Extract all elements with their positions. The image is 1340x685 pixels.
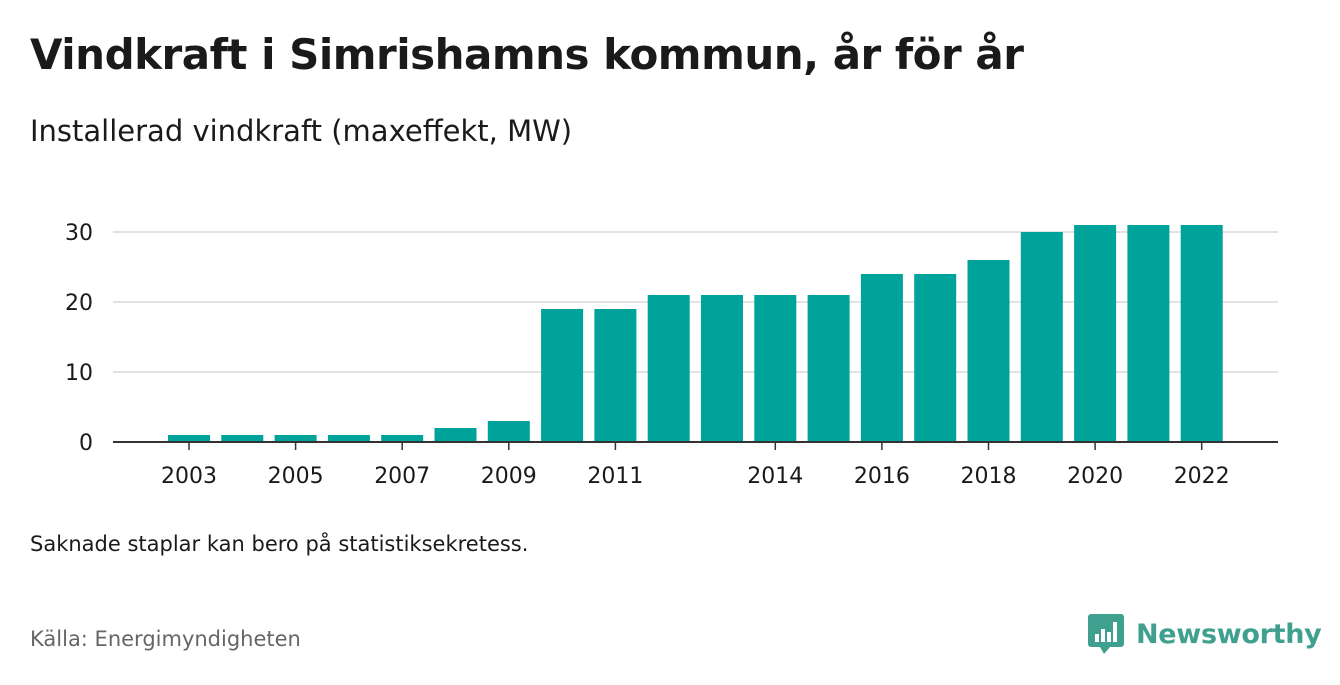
bar-2017 <box>914 274 957 442</box>
bar-chart: 0 10 20 30 2003 2005 2007 2009 2011 2014 2016 2018… <box>65 221 1278 489</box>
bar-2016 <box>860 274 903 442</box>
x-tick-label: 2005 <box>268 464 324 489</box>
bar-2008 <box>434 428 477 442</box>
x-tick-label: 2011 <box>587 464 643 489</box>
bar-2003 <box>168 435 210 442</box>
bar-2010 <box>541 309 584 442</box>
newsworthy-logo-icon <box>1088 614 1124 654</box>
footnote: Saknade staplar kan bero på statistiksek… <box>30 532 529 556</box>
y-tick-label: 0 <box>79 431 93 456</box>
x-tick-label: 2020 <box>1067 464 1123 489</box>
y-tick-label: 30 <box>65 221 93 246</box>
brand-logo: Newsworthy <box>1088 612 1322 656</box>
x-tick-label: 2016 <box>854 464 910 489</box>
y-tick-label: 10 <box>65 361 93 386</box>
x-tick-label: 2009 <box>481 464 537 489</box>
bar-2004 <box>221 435 264 442</box>
bars <box>168 225 1223 442</box>
bar-2007 <box>381 435 424 442</box>
chart-subtitle: Installerad vindkraft (maxeffekt, MW) <box>30 114 573 148</box>
x-tick-label: 2007 <box>374 464 430 489</box>
brand-name: Newsworthy <box>1136 618 1322 650</box>
bar-2021 <box>1127 225 1170 442</box>
bar-2011 <box>594 309 637 442</box>
bar-2014 <box>754 295 797 442</box>
x-tick-label: 2014 <box>747 464 803 489</box>
x-tick-label: 2022 <box>1174 464 1230 489</box>
bar-2022 <box>1180 225 1223 442</box>
bar-2019 <box>1020 232 1063 442</box>
x-tick-label: 2003 <box>161 464 217 489</box>
source-text: Källa: Energimyndigheten <box>30 627 301 651</box>
x-axis-ticks: 2003 2005 2007 2009 2011 2014 2016 2018 2020 2022 <box>161 442 1230 489</box>
y-tick-label: 20 <box>65 291 93 316</box>
bar-2015 <box>807 295 850 442</box>
chart-title: Vindkraft i Simrishamns kommun, år för å… <box>30 30 1024 79</box>
bar-2005 <box>274 435 317 442</box>
bar-2012 <box>647 295 690 442</box>
bar-2013 <box>701 295 743 442</box>
y-axis-ticks: 0 10 20 30 <box>65 221 93 456</box>
x-tick-label: 2018 <box>961 464 1017 489</box>
bar-2018 <box>967 260 1010 442</box>
bar-2006 <box>327 435 370 442</box>
bar-2020 <box>1074 225 1117 442</box>
bar-2009 <box>487 421 530 442</box>
